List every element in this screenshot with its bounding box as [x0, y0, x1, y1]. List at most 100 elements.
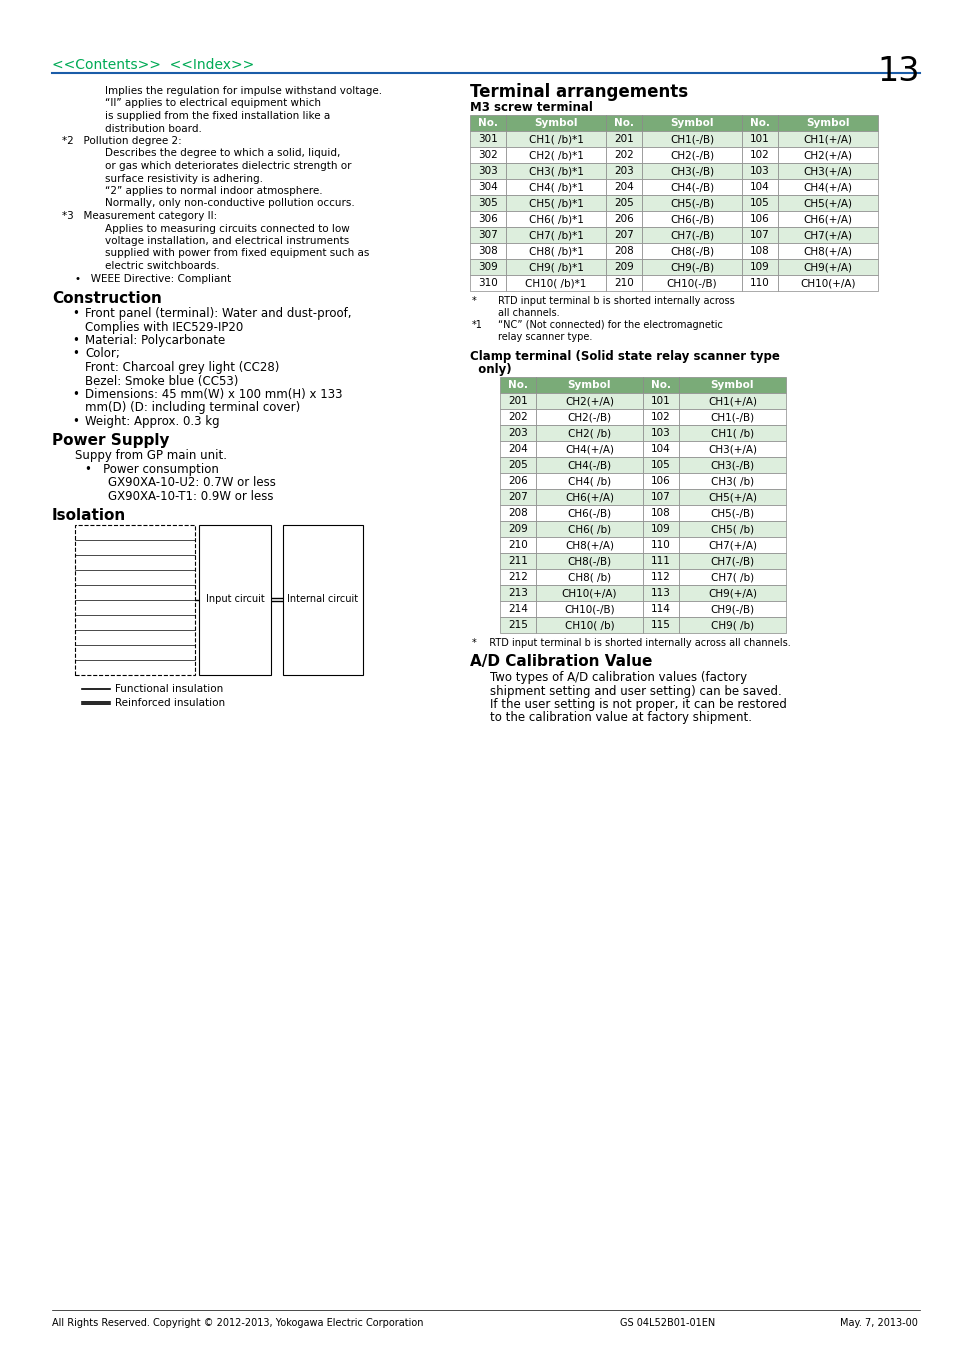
Bar — [536, 441, 642, 458]
Bar — [505, 259, 605, 275]
Bar — [741, 147, 778, 163]
Text: Symbol: Symbol — [534, 117, 578, 128]
Bar — [499, 441, 536, 458]
Text: CH6( /b)*1: CH6( /b)*1 — [528, 215, 583, 224]
Bar — [641, 194, 741, 211]
Text: 113: 113 — [650, 589, 670, 598]
Text: “2” applies to normal indoor atmosphere.: “2” applies to normal indoor atmosphere. — [105, 186, 322, 196]
Text: CH10( /b): CH10( /b) — [564, 620, 614, 630]
Text: CH5(-/B): CH5(-/B) — [669, 198, 713, 208]
Text: CH1( /b)*1: CH1( /b)*1 — [528, 134, 583, 144]
Text: all channels.: all channels. — [497, 308, 559, 319]
Text: Analog input CH6: Analog input CH6 — [79, 602, 164, 612]
Text: 13: 13 — [877, 55, 919, 88]
Text: “NC” (Not connected) for the electromagnetic: “NC” (Not connected) for the electromagn… — [497, 320, 722, 329]
Bar — [75, 585, 194, 599]
Text: CH5( /b)*1: CH5( /b)*1 — [528, 198, 583, 208]
Bar — [75, 555, 194, 570]
Bar — [605, 259, 641, 275]
Text: 101: 101 — [749, 134, 769, 144]
Text: 108: 108 — [749, 246, 769, 256]
Text: •   Power consumption: • Power consumption — [85, 463, 218, 477]
Text: Construction: Construction — [52, 292, 162, 306]
Text: CH9(-/B): CH9(-/B) — [710, 603, 754, 614]
Bar — [75, 525, 194, 540]
Text: CH2(-/B): CH2(-/B) — [567, 412, 611, 423]
Text: 206: 206 — [508, 477, 527, 486]
Text: CH8(-/B): CH8(-/B) — [567, 556, 611, 566]
Text: Analog input CH9: Analog input CH9 — [79, 647, 164, 656]
Text: 307: 307 — [477, 230, 497, 240]
Bar — [75, 599, 194, 614]
Text: is supplied from the fixed installation like a: is supplied from the fixed installation … — [105, 111, 330, 122]
Bar — [642, 568, 679, 585]
Text: 102: 102 — [749, 150, 769, 161]
Bar — [641, 131, 741, 147]
Text: 104: 104 — [749, 182, 769, 192]
Bar — [642, 617, 679, 633]
Text: •: • — [71, 414, 79, 428]
Text: CH10( /b)*1: CH10( /b)*1 — [525, 278, 586, 288]
Text: All Rights Reserved. Copyright © 2012-2013, Yokogawa Electric Corporation: All Rights Reserved. Copyright © 2012-20… — [52, 1318, 423, 1328]
Text: CH3(+/A): CH3(+/A) — [802, 166, 852, 176]
Bar — [536, 617, 642, 633]
Bar — [741, 211, 778, 227]
Text: 303: 303 — [477, 166, 497, 176]
Text: Input circuit: Input circuit — [206, 594, 264, 605]
Bar — [641, 211, 741, 227]
Bar — [778, 163, 877, 180]
Bar — [642, 585, 679, 601]
Bar — [679, 393, 785, 409]
Bar — [499, 521, 536, 537]
Text: CH8(+/A): CH8(+/A) — [802, 246, 852, 256]
Bar — [679, 521, 785, 537]
Bar — [679, 585, 785, 601]
Bar — [536, 425, 642, 441]
Text: relay scanner type.: relay scanner type. — [497, 332, 592, 342]
Text: CH6(+/A): CH6(+/A) — [564, 491, 614, 502]
Bar — [641, 259, 741, 275]
Bar — [75, 614, 194, 629]
Text: Describes the degree to which a solid, liquid,: Describes the degree to which a solid, l… — [105, 148, 340, 158]
Text: 105: 105 — [651, 460, 670, 470]
Bar — [741, 275, 778, 292]
Text: Analog input CH2: Analog input CH2 — [79, 541, 165, 552]
Text: 201: 201 — [614, 134, 633, 144]
Text: CH7(-/B): CH7(-/B) — [669, 230, 713, 240]
Bar — [642, 425, 679, 441]
Text: CH10(-/B): CH10(-/B) — [666, 278, 717, 288]
Bar — [679, 458, 785, 472]
Text: CH4(-/B): CH4(-/B) — [669, 182, 713, 192]
Bar — [642, 377, 679, 393]
Text: 110: 110 — [749, 278, 769, 288]
Bar — [499, 537, 536, 554]
Text: CH9(+/A): CH9(+/A) — [802, 262, 852, 271]
Text: 206: 206 — [614, 215, 633, 224]
Text: CH7( /b)*1: CH7( /b)*1 — [528, 230, 583, 240]
Bar — [505, 211, 605, 227]
Bar — [741, 180, 778, 194]
Bar — [505, 115, 605, 131]
Text: Analog input CH3: Analog input CH3 — [79, 556, 164, 567]
Text: CH9(-/B): CH9(-/B) — [669, 262, 713, 271]
Bar — [505, 227, 605, 243]
Bar — [741, 259, 778, 275]
Text: CH1(+/A): CH1(+/A) — [802, 134, 852, 144]
Text: Terminal arrangements: Terminal arrangements — [470, 82, 687, 101]
Bar — [499, 505, 536, 521]
Text: 304: 304 — [477, 182, 497, 192]
Bar — [679, 617, 785, 633]
Text: Internal circuit: Internal circuit — [287, 594, 358, 605]
Text: CH8(+/A): CH8(+/A) — [564, 540, 614, 549]
Text: CH6( /b): CH6( /b) — [567, 524, 611, 535]
Text: Analog input CH5: Analog input CH5 — [79, 586, 165, 597]
Text: CH8(-/B): CH8(-/B) — [669, 246, 713, 256]
Bar — [741, 243, 778, 259]
Text: CH7(+/A): CH7(+/A) — [707, 540, 757, 549]
Bar — [741, 131, 778, 147]
Bar — [75, 540, 194, 555]
Bar — [75, 525, 194, 675]
Text: No.: No. — [477, 117, 497, 128]
Bar — [505, 243, 605, 259]
Text: Symbol: Symbol — [670, 117, 713, 128]
